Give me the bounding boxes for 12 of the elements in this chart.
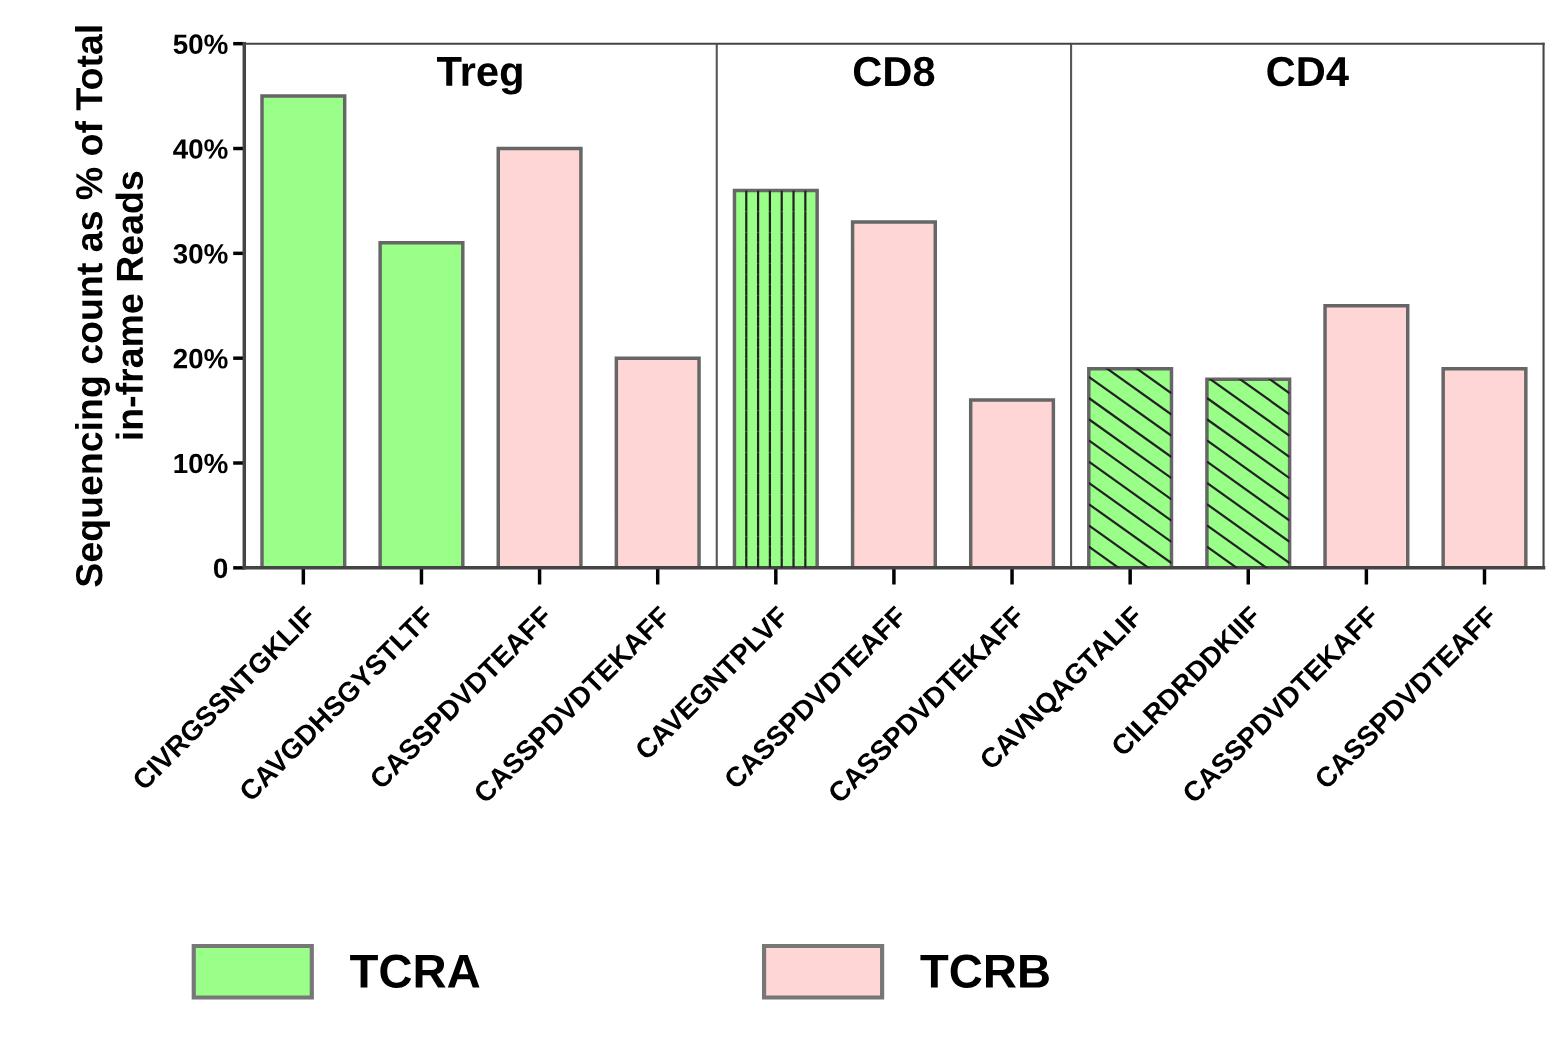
annotation: Treg (436, 57, 522, 95)
annotation: CD4 (1267, 56, 1349, 87)
y-tick-label: 10% (174, 453, 228, 474)
y-tick-label: 20% (173, 348, 228, 369)
y-tick-label: 50% (173, 34, 228, 55)
legend-label: TCRB (920, 954, 1049, 989)
y-tick-label: 40% (173, 139, 228, 159)
y-tick-label: 0 (213, 558, 228, 579)
legend-label: TCRA (350, 954, 480, 989)
annotation: CD8 (853, 56, 935, 87)
y-axis-title: Sequencing count as % of Total in-frame Reads (74, 26, 144, 587)
y-tick-label: 30% (173, 244, 228, 264)
